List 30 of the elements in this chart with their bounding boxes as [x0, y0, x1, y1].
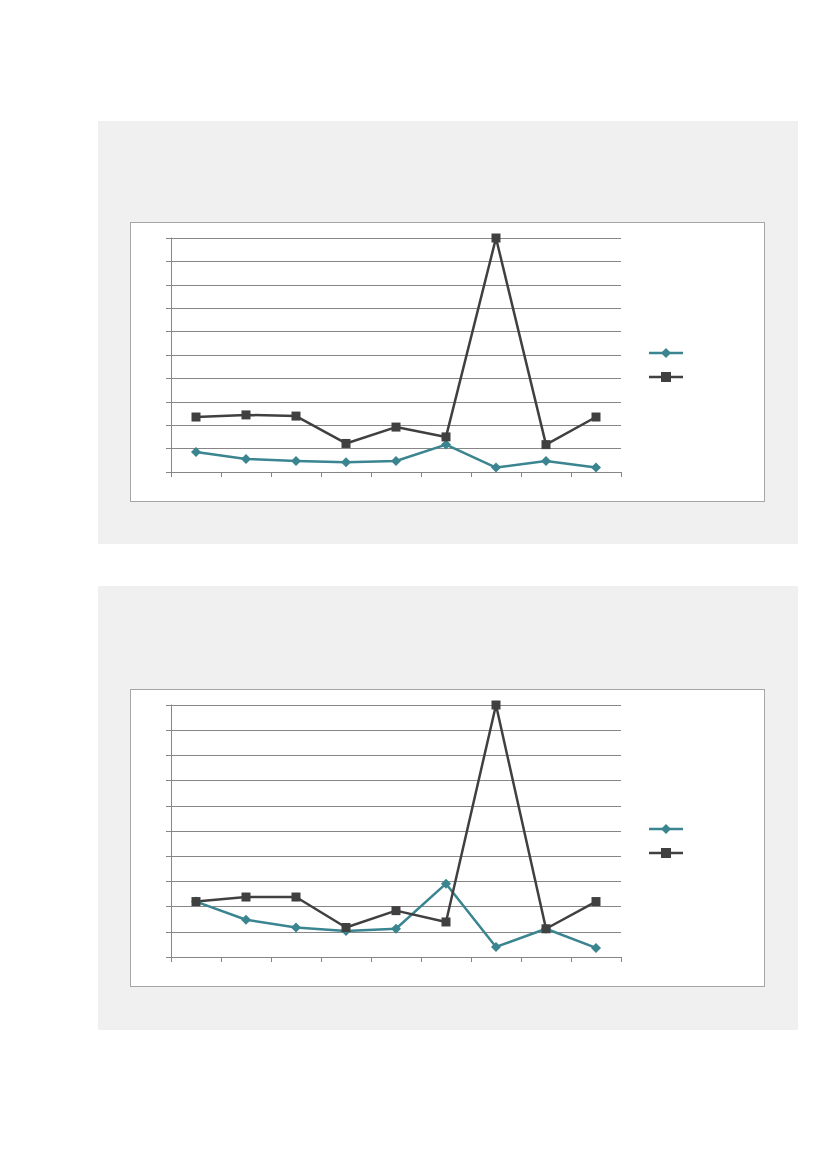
point	[591, 897, 601, 907]
point	[291, 456, 301, 466]
point	[341, 457, 351, 468]
point	[591, 412, 601, 422]
point	[241, 914, 251, 925]
point	[491, 941, 501, 952]
point	[291, 922, 301, 933]
point	[441, 917, 451, 927]
point	[241, 410, 251, 420]
point	[191, 447, 201, 458]
point	[391, 456, 401, 466]
point	[341, 438, 351, 448]
point	[491, 233, 501, 243]
point	[241, 892, 251, 902]
point	[441, 878, 451, 889]
point	[391, 923, 401, 934]
point	[591, 942, 601, 953]
point	[441, 432, 451, 442]
point	[241, 453, 251, 464]
point	[391, 422, 401, 432]
point	[591, 462, 601, 473]
point	[191, 412, 201, 422]
point	[491, 700, 501, 710]
point	[291, 411, 301, 421]
point	[541, 456, 551, 466]
point	[291, 892, 301, 902]
point	[391, 906, 401, 916]
point	[491, 462, 501, 473]
point	[341, 923, 351, 933]
point	[541, 440, 551, 450]
